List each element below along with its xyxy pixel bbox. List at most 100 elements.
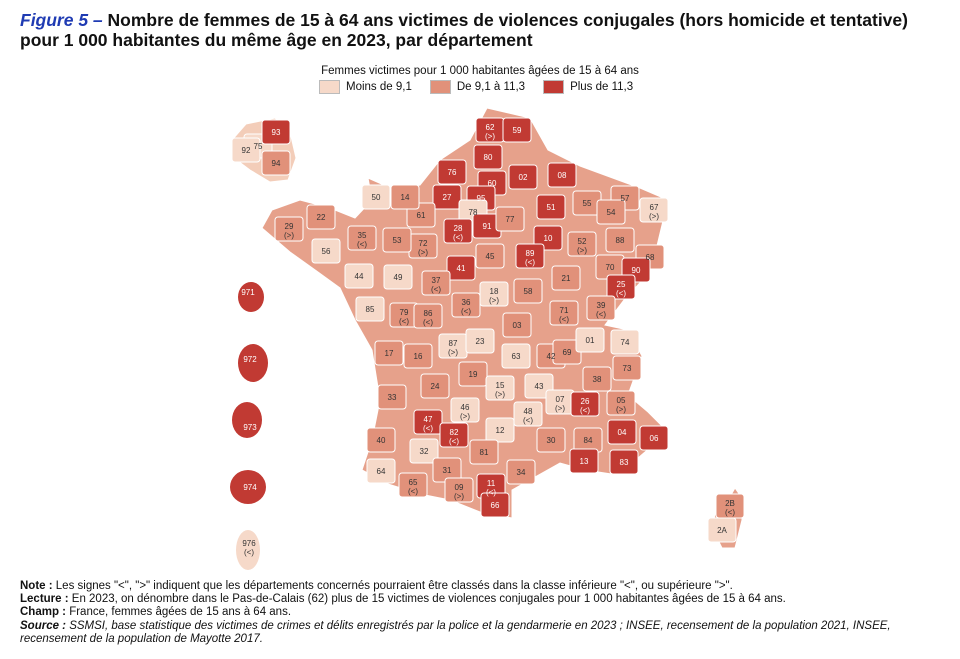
department-code-82: 82 — [450, 428, 459, 437]
department-36 — [451, 292, 481, 318]
department-82 — [439, 422, 469, 448]
department-13 — [569, 448, 599, 474]
department-code-70: 70 — [606, 263, 615, 272]
department-04 — [607, 419, 637, 445]
department-mark-82: (<) — [449, 437, 459, 446]
department-52 — [567, 231, 597, 257]
department-code-80: 80 — [484, 153, 493, 162]
department-37 — [421, 270, 451, 296]
department-mark-18: (>) — [489, 296, 499, 305]
champ-line: Champ : France, femmes âgées de 15 ans à… — [20, 606, 292, 619]
department-2A — [707, 517, 737, 543]
legend-label-mid: De 9,1 à 11,3 — [456, 81, 526, 93]
department-code-31: 31 — [443, 466, 452, 475]
department-code-02: 02 — [519, 173, 528, 182]
department-74 — [610, 329, 640, 355]
department-35 — [347, 225, 377, 251]
department-code-63: 63 — [512, 352, 521, 361]
department-code-55: 55 — [583, 199, 592, 208]
department-mark-79: (<) — [399, 317, 409, 326]
legend-label-low: Moins de 9,1 — [346, 81, 412, 93]
department-mark-2B: (<) — [725, 508, 735, 517]
department-code-32: 32 — [420, 447, 429, 456]
department-06 — [639, 425, 669, 451]
department-09 — [444, 477, 474, 503]
legend-item-low: Moins de 9,1 — [319, 80, 412, 94]
department-code-47: 47 — [424, 415, 433, 424]
department-64 — [366, 458, 396, 484]
department-code-11: 11 — [487, 479, 496, 488]
department-77 — [495, 206, 525, 232]
department-47 — [413, 409, 443, 435]
department-53 — [382, 227, 412, 253]
department-86 — [413, 303, 443, 329]
department-code-24: 24 — [431, 382, 440, 391]
department-code-49: 49 — [394, 273, 403, 282]
department-94 — [261, 150, 291, 176]
department-code-73: 73 — [623, 364, 632, 373]
department-08 — [547, 162, 577, 188]
department-85 — [355, 296, 385, 322]
department-23 — [465, 328, 495, 354]
department-code-58: 58 — [524, 287, 533, 296]
department-code-94: 94 — [272, 159, 281, 168]
department-mark-35: (<) — [357, 240, 367, 249]
department-code-971: 971 — [241, 288, 255, 297]
department-40 — [366, 427, 396, 453]
department-mark-11: (<) — [486, 488, 496, 497]
department-50 — [361, 184, 391, 210]
legend-swatch-high — [543, 80, 565, 94]
notes-block: Note : Les signes "<", ">" indiquent que… — [20, 580, 950, 646]
department-code-65: 65 — [409, 478, 418, 487]
department-code-16: 16 — [414, 352, 423, 361]
overseas-territory-974 — [230, 470, 266, 504]
department-code-23: 23 — [476, 337, 485, 346]
department-code-72: 72 — [419, 239, 428, 248]
department-code-972: 972 — [243, 355, 257, 364]
department-mark-29: (>) — [284, 231, 294, 240]
department-mark-47: (<) — [423, 424, 433, 433]
department-mark-86: (<) — [423, 318, 433, 327]
department-17 — [374, 340, 404, 366]
department-code-54: 54 — [607, 208, 616, 217]
department-25 — [606, 274, 636, 300]
department-45 — [475, 243, 505, 269]
legend-label-high: Plus de 11,3 — [570, 81, 634, 93]
department-92 — [231, 137, 261, 163]
department-code-2A: 2A — [717, 526, 727, 535]
department-14 — [390, 184, 420, 210]
department-65 — [398, 472, 428, 498]
overseas-territory-973 — [232, 402, 262, 438]
department-code-50: 50 — [372, 193, 381, 202]
department-code-15: 15 — [496, 381, 505, 390]
department-mark-39: (<) — [596, 310, 606, 319]
figure-title-text: Nombre de femmes de 15 à 64 ans victimes… — [20, 10, 908, 50]
department-code-28: 28 — [454, 224, 463, 233]
department-code-976: 976 — [242, 539, 256, 548]
note-line: Note : Les signes "<", ">" indiquent que… — [20, 580, 733, 592]
department-mark-65: (<) — [408, 487, 418, 496]
department-mark-37: (<) — [431, 285, 441, 294]
department-32 — [409, 438, 439, 464]
department-code-52: 52 — [578, 237, 587, 246]
department-code-84: 84 — [584, 436, 593, 445]
department-58 — [513, 278, 543, 304]
department-code-74: 74 — [621, 338, 630, 347]
department-code-06: 06 — [650, 434, 659, 443]
department-mark-36: (<) — [461, 307, 471, 316]
department-59 — [502, 117, 532, 143]
department-code-78: 78 — [469, 208, 478, 217]
department-34 — [506, 459, 536, 485]
department-code-59: 59 — [513, 126, 522, 135]
department-code-03: 03 — [513, 321, 522, 330]
department-code-43: 43 — [535, 382, 544, 391]
department-12 — [485, 417, 515, 443]
department-code-26: 26 — [581, 397, 590, 406]
department-15 — [485, 375, 515, 401]
department-mark-976: (<) — [244, 548, 254, 557]
department-29 — [274, 216, 304, 242]
department-code-44: 44 — [355, 272, 364, 281]
department-code-77: 77 — [506, 215, 515, 224]
department-code-27: 27 — [443, 193, 452, 202]
